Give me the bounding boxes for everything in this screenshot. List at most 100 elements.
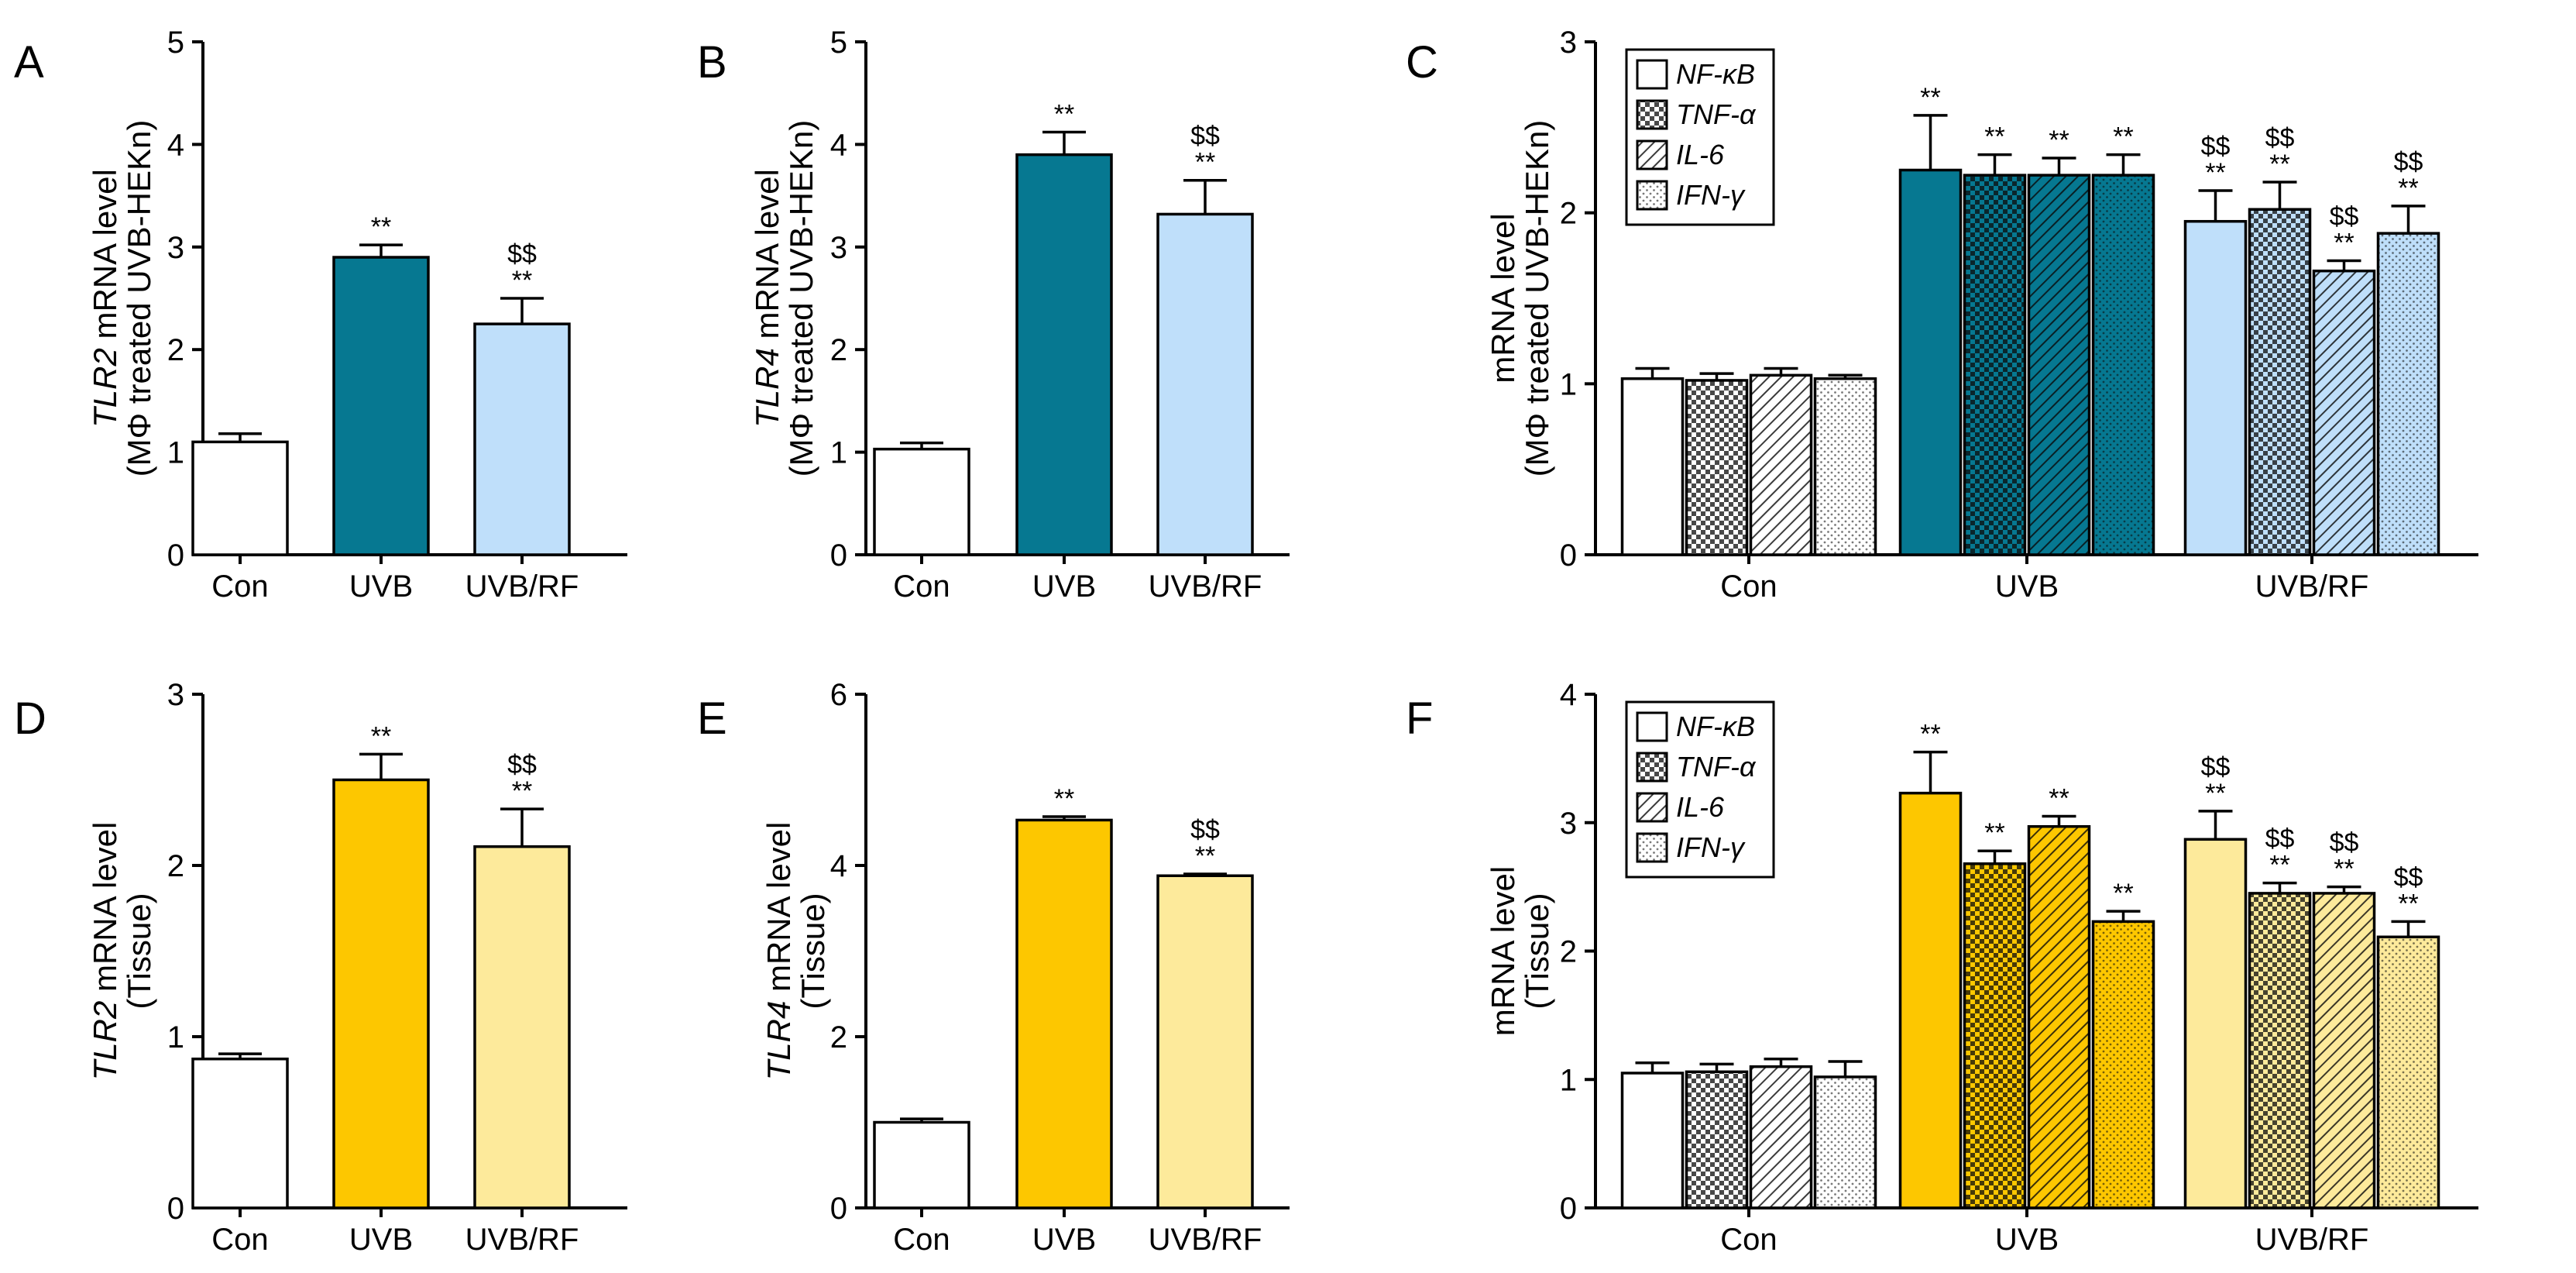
legend-label: IL-6 xyxy=(1676,791,1725,823)
bar-uvb-1 xyxy=(1963,862,2027,1209)
x-tick-label: UVB/RF xyxy=(465,1223,579,1257)
bar-uvb xyxy=(1015,153,1113,556)
panel-B: B 0 1 2 3 4 5 TLR4 mRNA level(MΦ treated UVB-HE… xyxy=(697,26,1290,604)
significance-label-0: $$ xyxy=(2394,147,2423,177)
legend-swatch xyxy=(1636,180,1668,211)
y-axis-text: mRNA level xyxy=(1485,213,1521,383)
y-tick-label: 4 xyxy=(167,128,184,162)
bar-uvb xyxy=(332,778,430,1209)
bar-con-3 xyxy=(1813,1075,1877,1209)
y-tick-label: 3 xyxy=(1560,26,1577,60)
y-axis-text: mRNA level xyxy=(87,169,123,348)
bar-uvb-1 xyxy=(1963,174,2027,556)
significance-label-1: ** xyxy=(1195,841,1215,871)
significance-label-0: ** xyxy=(2049,126,2069,155)
significance-label-0: $$ xyxy=(507,750,537,779)
x-tick-label: UVB/RF xyxy=(1149,569,1262,604)
legend-swatch xyxy=(1636,139,1668,170)
y-tick-label: 1 xyxy=(167,1020,184,1055)
y-tick-label: 4 xyxy=(830,128,847,162)
y-tick-label: 3 xyxy=(830,231,847,265)
bar-uvb-rf-2 xyxy=(2312,892,2376,1209)
bar-con-2 xyxy=(1749,373,1813,556)
y-tick-label: 3 xyxy=(1560,807,1577,841)
x-tick-label: UVB/RF xyxy=(2255,569,2369,604)
significance-label-0: $$ xyxy=(1190,122,1220,151)
y-tick-label: 0 xyxy=(167,1192,184,1226)
significance-label-0: ** xyxy=(1920,720,1940,749)
y-tick-label: 6 xyxy=(830,678,847,712)
bar-uvb-rf-1 xyxy=(2248,892,2312,1209)
y-axis-gene: TLR4 xyxy=(749,348,785,428)
significance-label-0: ** xyxy=(371,212,391,242)
significance-label-0: ** xyxy=(1054,784,1074,814)
y-axis-title: TLR4 mRNA level xyxy=(749,169,785,428)
significance-label-1: ** xyxy=(2205,158,2225,188)
bar-con-0 xyxy=(1620,1072,1685,1209)
y-tick-label: 1 xyxy=(1560,367,1577,401)
bar-uvb-rf-0 xyxy=(2183,219,2248,556)
significance-label-0: $$ xyxy=(1190,815,1220,845)
y-axis-subtitle: (MΦ treated UVB-HEKn) xyxy=(783,120,819,477)
x-tick-label: UVB xyxy=(349,1223,413,1257)
significance-label-1: ** xyxy=(2334,855,2354,884)
bar-uvb-rf xyxy=(473,322,571,556)
panel-F: F 0 1 2 3 4 mRNA level(Tissue) Con ** ** ** ** UVB **… xyxy=(1406,678,2478,1257)
y-tick-label: 0 xyxy=(1560,1192,1577,1226)
y-tick-label: 0 xyxy=(830,538,847,573)
legend-label: TNF-α xyxy=(1676,751,1757,783)
panel-tag: E xyxy=(697,693,727,744)
legend-label: TNF-α xyxy=(1676,98,1757,130)
x-tick-label: UVB/RF xyxy=(465,569,579,604)
bar-uvb-rf-3 xyxy=(2376,232,2440,556)
significance-label-1: ** xyxy=(512,266,532,295)
significance-label-0: ** xyxy=(2113,879,2133,908)
legend-swatch xyxy=(1636,711,1668,742)
y-axis-title: mRNA level xyxy=(1485,213,1521,383)
legend: NF-κB TNF-α IL-6 IFN-γ xyxy=(1625,48,1775,226)
y-axis-text: mRNA level xyxy=(761,822,797,1001)
significance-label-0: ** xyxy=(2113,122,2133,152)
bar-con xyxy=(873,447,970,556)
x-tick-label: Con xyxy=(1720,569,1777,604)
significance-label-0: $$ xyxy=(2330,828,2359,858)
bar-uvb xyxy=(1015,818,1113,1209)
y-tick-label: 2 xyxy=(1560,197,1577,231)
x-tick-label: Con xyxy=(893,1223,950,1257)
y-axis-title: TLR2 mRNA level xyxy=(87,822,123,1081)
x-tick-label: UVB/RF xyxy=(1149,1223,1262,1257)
legend-swatch xyxy=(1636,792,1668,823)
y-axis-subtitle: (MΦ treated UVB-HEKn) xyxy=(121,120,157,477)
x-tick-label: UVB xyxy=(1995,569,2059,604)
significance-label-0: ** xyxy=(1984,122,2004,152)
panel-C: C 0 1 2 3 mRNA level(MΦ treated UVB-HEKn) Con *… xyxy=(1406,26,2478,604)
bar-uvb-rf-0 xyxy=(2183,838,2248,1209)
y-tick-label: 4 xyxy=(1560,678,1577,712)
x-tick-label: UVB xyxy=(1995,1223,2059,1257)
significance-label-1: ** xyxy=(1195,148,1215,177)
legend-label: NF-κB xyxy=(1676,710,1755,742)
x-tick-label: UVB/RF xyxy=(2255,1223,2369,1257)
bar-con xyxy=(191,440,289,556)
bar-con-1 xyxy=(1685,379,1749,556)
x-tick-label: UVB xyxy=(349,569,413,604)
significance-label-1: ** xyxy=(2269,851,2289,880)
significance-label-0: ** xyxy=(1054,100,1074,129)
y-axis-gene: TLR2 xyxy=(87,1001,123,1081)
y-axis-text: mRNA level xyxy=(1485,866,1521,1036)
y-axis-gene: TLR4 xyxy=(761,1001,797,1081)
significance-label-0: $$ xyxy=(2330,201,2359,231)
significance-label-0: $$ xyxy=(2201,132,2231,161)
y-axis-title: TLR2 mRNA level xyxy=(87,169,123,428)
x-tick-label: UVB xyxy=(1032,569,1096,604)
legend-swatch xyxy=(1636,752,1668,783)
legend: NF-κB TNF-α IL-6 IFN-γ xyxy=(1625,700,1775,879)
y-tick-label: 2 xyxy=(167,333,184,367)
significance-label-0: ** xyxy=(2049,783,2069,813)
y-axis-title: TLR4 mRNA level xyxy=(761,822,797,1081)
significance-label-0: ** xyxy=(371,721,391,751)
legend-swatch xyxy=(1636,59,1668,90)
significance-label-1: ** xyxy=(2398,174,2418,203)
bar-uvb-rf xyxy=(473,845,571,1209)
